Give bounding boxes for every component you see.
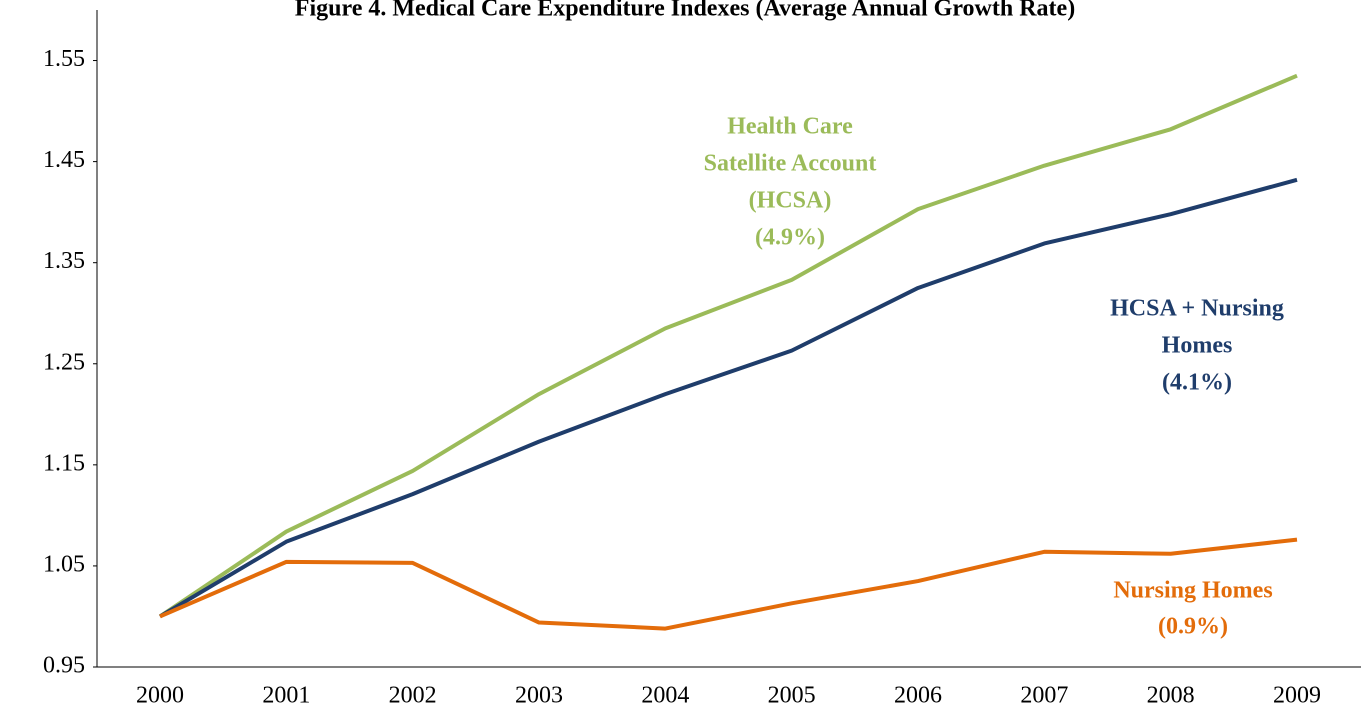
x-tick-label: 2005 <box>768 683 816 709</box>
series-annotation: (4.9%) <box>755 225 825 251</box>
x-tick-label: 2006 <box>894 683 942 709</box>
x-tick-label: 2009 <box>1273 683 1321 709</box>
x-tick-label: 2004 <box>641 683 689 709</box>
series-annotation: (4.1%) <box>1162 370 1232 396</box>
series-line <box>158 177 1298 619</box>
series-line <box>159 537 1298 631</box>
x-tick-label: 2001 <box>262 683 310 709</box>
series-annotation: (0.9%) <box>1158 614 1228 640</box>
y-tick-label: 1.45 <box>43 147 85 173</box>
series-annotation: Satellite Account <box>704 151 877 177</box>
x-tick-label: 2007 <box>1020 683 1068 709</box>
series-line <box>158 73 1298 619</box>
y-tick-label: 0.95 <box>43 653 85 679</box>
x-tick-label: 2000 <box>136 683 184 709</box>
chart-title: Figure 4. Medical Care Expenditure Index… <box>295 0 1075 22</box>
x-tick-label: 2002 <box>389 683 437 709</box>
x-tick-label: 2003 <box>515 683 563 709</box>
y-tick-label: 1.35 <box>43 248 85 274</box>
series-annotation: Nursing Homes <box>1113 578 1272 604</box>
series-annotation: HCSA + Nursing <box>1110 296 1284 322</box>
series-annotation: (HCSA) <box>749 188 832 214</box>
y-tick-label: 1.25 <box>43 349 85 375</box>
series-annotation: Homes <box>1162 333 1233 359</box>
y-tick-label: 1.15 <box>43 450 85 476</box>
y-tick-label: 1.05 <box>43 551 85 577</box>
y-tick-label: 1.55 <box>43 46 85 72</box>
series-annotation: Health Care <box>727 114 853 140</box>
x-tick-label: 2008 <box>1147 683 1195 709</box>
